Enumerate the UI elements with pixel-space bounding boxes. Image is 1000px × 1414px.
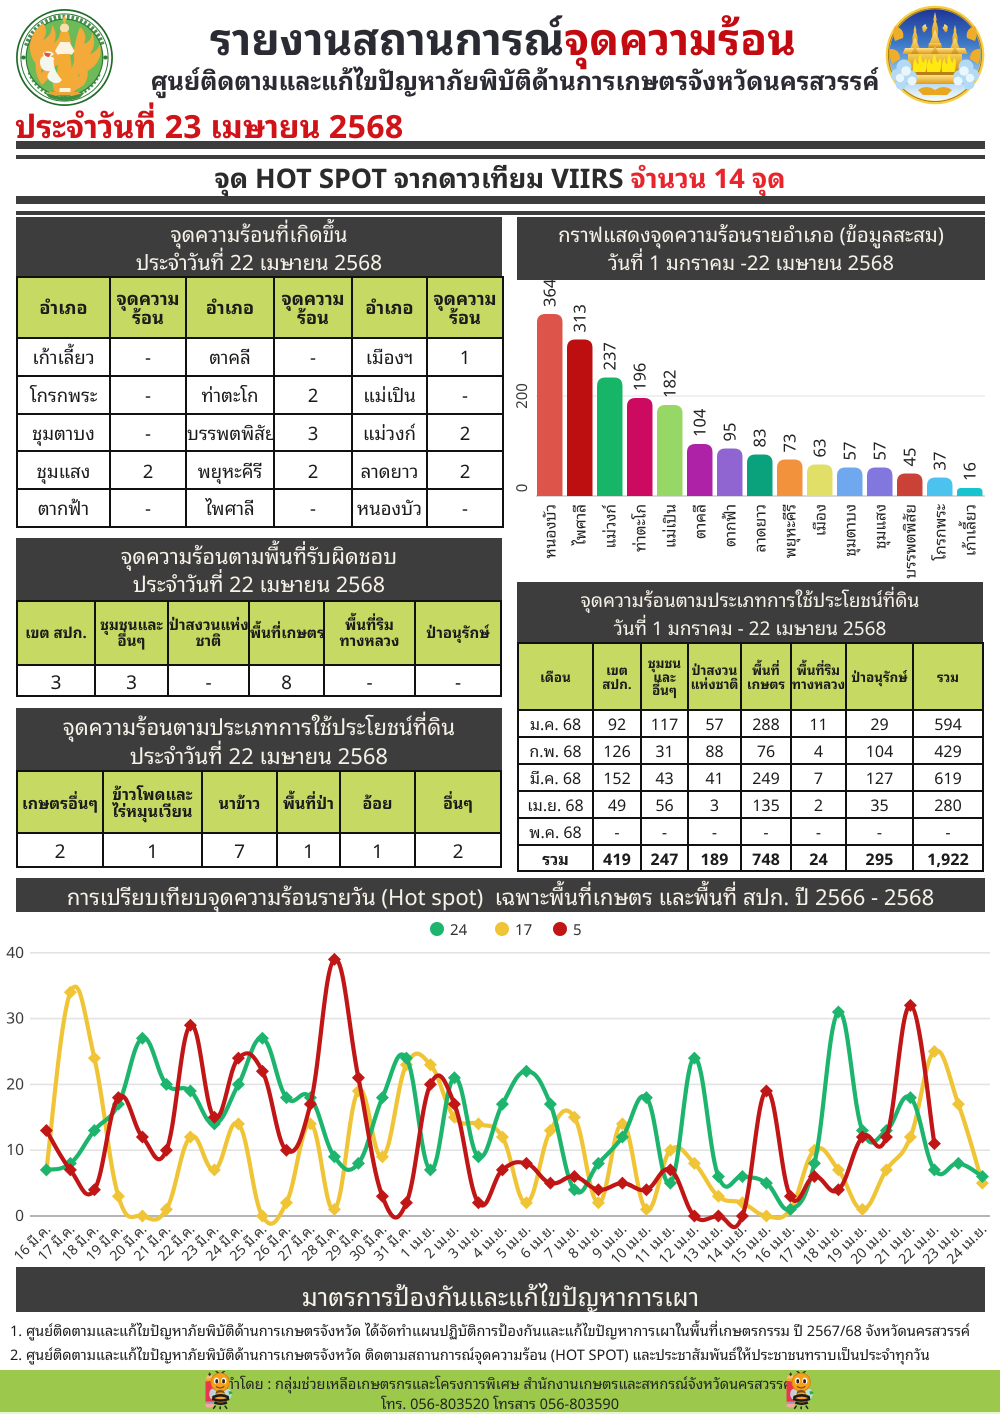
svg-text:แม่เปิน: แม่เปิน <box>657 504 681 548</box>
svg-text:แม่วงก์: แม่วงก์ <box>597 504 621 549</box>
svg-text:โกรกพระ: โกรกพระ <box>927 504 951 561</box>
svg-text:17: 17 <box>515 920 532 941</box>
svg-text:364: 364 <box>534 280 561 307</box>
svg-text:10: 10 <box>6 1137 24 1161</box>
svg-text:เก้าเลี้ยว: เก้าเลี้ยว <box>957 504 981 556</box>
svg-text:0: 0 <box>15 1203 24 1227</box>
svg-text:40: 40 <box>6 940 24 964</box>
svg-text:313: 313 <box>564 304 591 332</box>
svg-text:ลาดยาว: ลาดยาว <box>747 504 771 552</box>
svg-text:พยุหะคีรี: พยุหะคีรี <box>777 504 801 558</box>
svg-text:196: 196 <box>624 363 651 391</box>
svg-text:ตาคลี: ตาคลี <box>687 504 711 539</box>
svg-text:57: 57 <box>864 442 891 461</box>
svg-text:ตากฟ้า: ตากฟ้า <box>717 504 741 547</box>
svg-text:24: 24 <box>450 920 468 941</box>
svg-text:หนองบัว: หนองบัว <box>537 504 561 558</box>
svg-text:16: 16 <box>954 462 981 481</box>
svg-text:95: 95 <box>714 423 741 442</box>
svg-text:200: 200 <box>510 383 533 409</box>
svg-text:37: 37 <box>924 452 951 471</box>
svg-text:5: 5 <box>573 920 582 941</box>
svg-text:ไพศาลี: ไพศาลี <box>567 504 591 546</box>
svg-text:ชุมตาบง: ชุมตาบง <box>837 504 861 557</box>
svg-text:57: 57 <box>834 442 861 461</box>
svg-text:30: 30 <box>6 1006 24 1030</box>
svg-text:ท่าตะโก: ท่าตะโก <box>627 504 651 552</box>
svg-text:83: 83 <box>744 429 771 448</box>
svg-text:เมือง: เมือง <box>807 504 831 536</box>
svg-text:104: 104 <box>684 408 711 437</box>
svg-text:182: 182 <box>654 370 681 398</box>
svg-text:ชุมแสง: ชุมแสง <box>867 504 891 549</box>
svg-text:73: 73 <box>774 434 801 453</box>
svg-text:บรรพตพิสัย: บรรพตพิสัย <box>897 504 921 579</box>
svg-text:237: 237 <box>594 342 621 370</box>
svg-text:0: 0 <box>510 484 533 493</box>
svg-text:45: 45 <box>894 448 921 467</box>
svg-text:63: 63 <box>804 439 831 458</box>
svg-text:20: 20 <box>6 1071 24 1095</box>
